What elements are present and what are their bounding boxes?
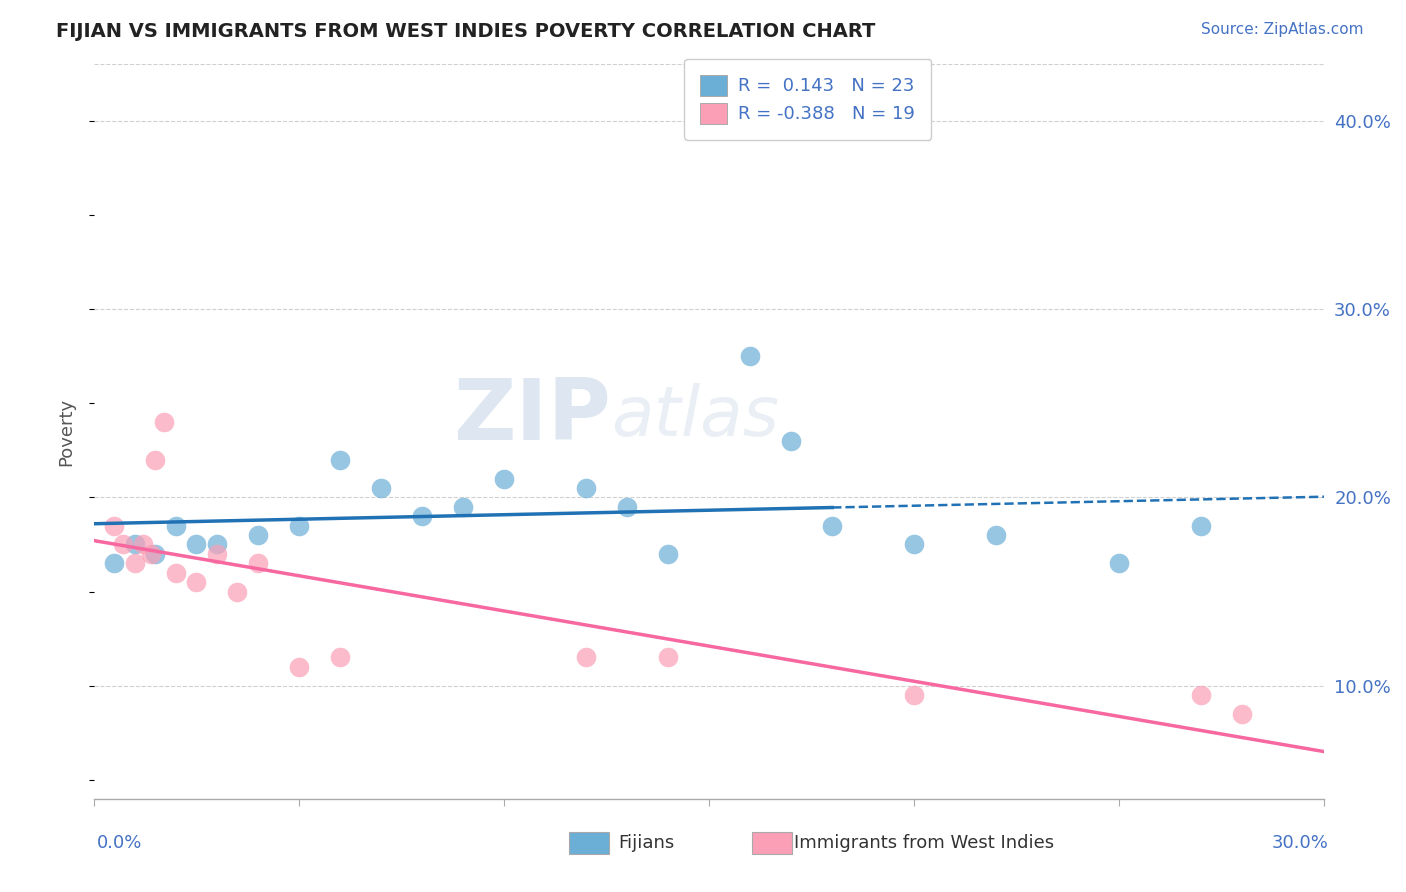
Text: Immigrants from West Indies: Immigrants from West Indies xyxy=(794,834,1054,852)
Point xyxy=(246,557,269,571)
Point xyxy=(657,650,679,665)
Point xyxy=(494,472,516,486)
Point xyxy=(903,537,925,551)
Point xyxy=(165,566,187,580)
Point xyxy=(821,518,844,533)
Point xyxy=(616,500,638,514)
Text: FIJIAN VS IMMIGRANTS FROM WEST INDIES POVERTY CORRELATION CHART: FIJIAN VS IMMIGRANTS FROM WEST INDIES PO… xyxy=(56,22,876,41)
Point xyxy=(288,660,311,674)
Point xyxy=(370,481,392,495)
Point xyxy=(205,537,228,551)
Text: Source: ZipAtlas.com: Source: ZipAtlas.com xyxy=(1201,22,1364,37)
Point xyxy=(246,528,269,542)
Y-axis label: Poverty: Poverty xyxy=(58,398,75,466)
Bar xyxy=(569,832,609,854)
Point xyxy=(986,528,1008,542)
Point xyxy=(124,537,146,551)
Point xyxy=(740,349,762,363)
Point xyxy=(205,547,228,561)
Point xyxy=(329,650,352,665)
Point xyxy=(111,537,134,551)
Point xyxy=(145,547,167,561)
Point xyxy=(132,537,155,551)
Point xyxy=(329,452,352,467)
Point xyxy=(226,584,249,599)
Point xyxy=(451,500,474,514)
Point xyxy=(1108,557,1130,571)
Point xyxy=(141,547,163,561)
Point xyxy=(1232,706,1254,721)
Point xyxy=(657,547,679,561)
Point xyxy=(575,481,598,495)
Text: 0.0%: 0.0% xyxy=(97,834,142,852)
Point xyxy=(145,452,167,467)
Point xyxy=(186,575,208,590)
Point xyxy=(103,557,125,571)
Point xyxy=(152,415,174,429)
Point xyxy=(411,509,433,524)
Point xyxy=(103,518,125,533)
Bar xyxy=(752,832,792,854)
Point xyxy=(186,537,208,551)
Point xyxy=(165,518,187,533)
Point xyxy=(124,557,146,571)
Legend: R =  0.143   N = 23, R = -0.388   N = 19: R = 0.143 N = 23, R = -0.388 N = 19 xyxy=(683,59,931,140)
Point xyxy=(288,518,311,533)
Point xyxy=(780,434,803,448)
Point xyxy=(1189,688,1212,702)
Point xyxy=(575,650,598,665)
Text: Fijians: Fijians xyxy=(619,834,675,852)
Text: atlas: atlas xyxy=(610,384,779,450)
Text: 30.0%: 30.0% xyxy=(1272,834,1329,852)
Point xyxy=(1189,518,1212,533)
Text: ZIP: ZIP xyxy=(453,376,610,458)
Point xyxy=(903,688,925,702)
